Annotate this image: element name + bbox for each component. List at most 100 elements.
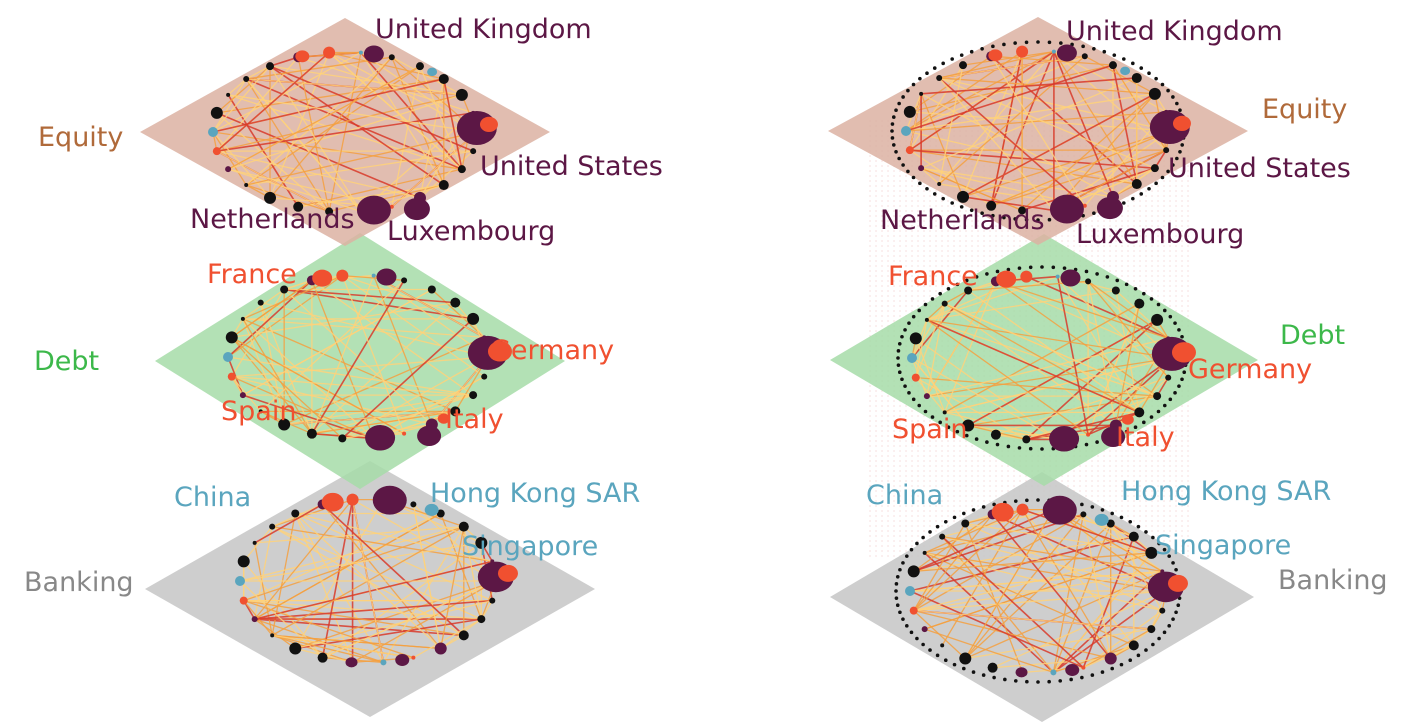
network-edge — [391, 56, 463, 96]
small-node — [1162, 403, 1167, 408]
small-node — [974, 275, 979, 279]
network-node — [388, 54, 395, 61]
small-node — [1025, 679, 1029, 684]
network-edge — [212, 78, 247, 133]
small-node — [1122, 57, 1126, 61]
small-node — [1051, 265, 1056, 270]
network-node — [438, 73, 449, 84]
small-node — [991, 213, 995, 218]
network-node — [458, 521, 469, 532]
network-node — [922, 550, 927, 555]
small-node — [1171, 561, 1175, 565]
network-edge — [352, 580, 497, 663]
network-edge — [243, 599, 464, 637]
network-node — [475, 536, 488, 549]
network-edge — [311, 302, 456, 435]
network-node — [1163, 147, 1170, 154]
network-edge — [246, 150, 474, 186]
small-node — [891, 115, 896, 119]
left-debt-plane — [155, 233, 565, 489]
right-debt-edges — [911, 275, 1173, 441]
small-node — [907, 321, 911, 325]
hub-node — [1065, 664, 1080, 676]
right-label-france: France — [888, 261, 978, 292]
small-node — [1175, 156, 1179, 161]
network-node — [1108, 61, 1117, 70]
network-node — [457, 165, 466, 174]
network-node — [1050, 669, 1057, 676]
small-node — [1180, 377, 1184, 382]
network-edge — [913, 513, 1084, 612]
network-edge — [1053, 51, 1114, 198]
hub-node — [295, 50, 310, 63]
network-edge — [913, 590, 1167, 612]
network-edge — [944, 303, 1158, 397]
small-node — [1002, 215, 1006, 220]
network-node — [959, 652, 972, 665]
hub-node — [1167, 574, 1188, 592]
network-edge — [944, 303, 1140, 413]
small-node — [1069, 677, 1073, 682]
hub-node — [372, 485, 407, 515]
small-node — [895, 574, 900, 579]
network-node — [939, 533, 946, 540]
hub-node — [1042, 495, 1077, 525]
small-node — [1166, 169, 1170, 174]
network-edge — [962, 130, 1171, 198]
network-edge — [284, 410, 456, 426]
small-node — [1047, 679, 1051, 684]
network-edge — [311, 279, 405, 435]
network-edge — [1025, 319, 1158, 440]
small-node — [1131, 196, 1135, 201]
left-debt-layer — [155, 233, 565, 489]
small-node — [941, 196, 945, 201]
right-label-united-states: United States — [1168, 153, 1351, 184]
network-edge — [911, 357, 969, 426]
small-node — [981, 673, 986, 677]
small-node — [1013, 217, 1017, 221]
network-edge — [968, 424, 1058, 441]
hub-node — [345, 657, 358, 668]
network-edge — [242, 318, 375, 439]
network-edge — [920, 77, 1138, 169]
network-node — [909, 332, 922, 345]
network-node — [266, 62, 275, 71]
network-edge — [1082, 514, 1112, 659]
network-edge — [295, 512, 493, 563]
small-node — [1062, 266, 1067, 270]
small-node — [1133, 425, 1138, 429]
network-edge — [991, 513, 1112, 659]
network-node — [1134, 407, 1145, 418]
hub-node — [312, 269, 333, 287]
network-edge — [926, 303, 946, 321]
left-layer-label-debt: Debt — [34, 346, 99, 377]
network-edge — [911, 357, 1058, 440]
small-node — [1036, 40, 1040, 44]
network-edge — [360, 52, 445, 186]
network-edge — [254, 525, 464, 544]
network-node — [905, 146, 914, 155]
network-node — [323, 46, 336, 59]
network-edge — [1022, 509, 1112, 659]
small-node — [1092, 46, 1096, 51]
small-node — [903, 384, 907, 388]
small-node — [1115, 278, 1120, 283]
small-node — [1084, 442, 1089, 447]
small-node — [1139, 66, 1144, 70]
small-node — [1017, 446, 1022, 450]
small-node — [946, 425, 951, 429]
small-node — [1006, 267, 1011, 272]
network-edge — [228, 94, 478, 133]
left-label-united-states: United States — [480, 151, 663, 182]
network-edge — [231, 301, 456, 339]
hub-node — [1120, 66, 1131, 76]
hub-node — [363, 45, 384, 63]
small-node — [901, 617, 905, 621]
small-node — [901, 163, 905, 167]
small-node — [1156, 302, 1161, 307]
network-node — [389, 204, 394, 209]
network-node — [223, 352, 233, 362]
small-node — [1176, 603, 1181, 608]
network-node — [239, 596, 248, 605]
